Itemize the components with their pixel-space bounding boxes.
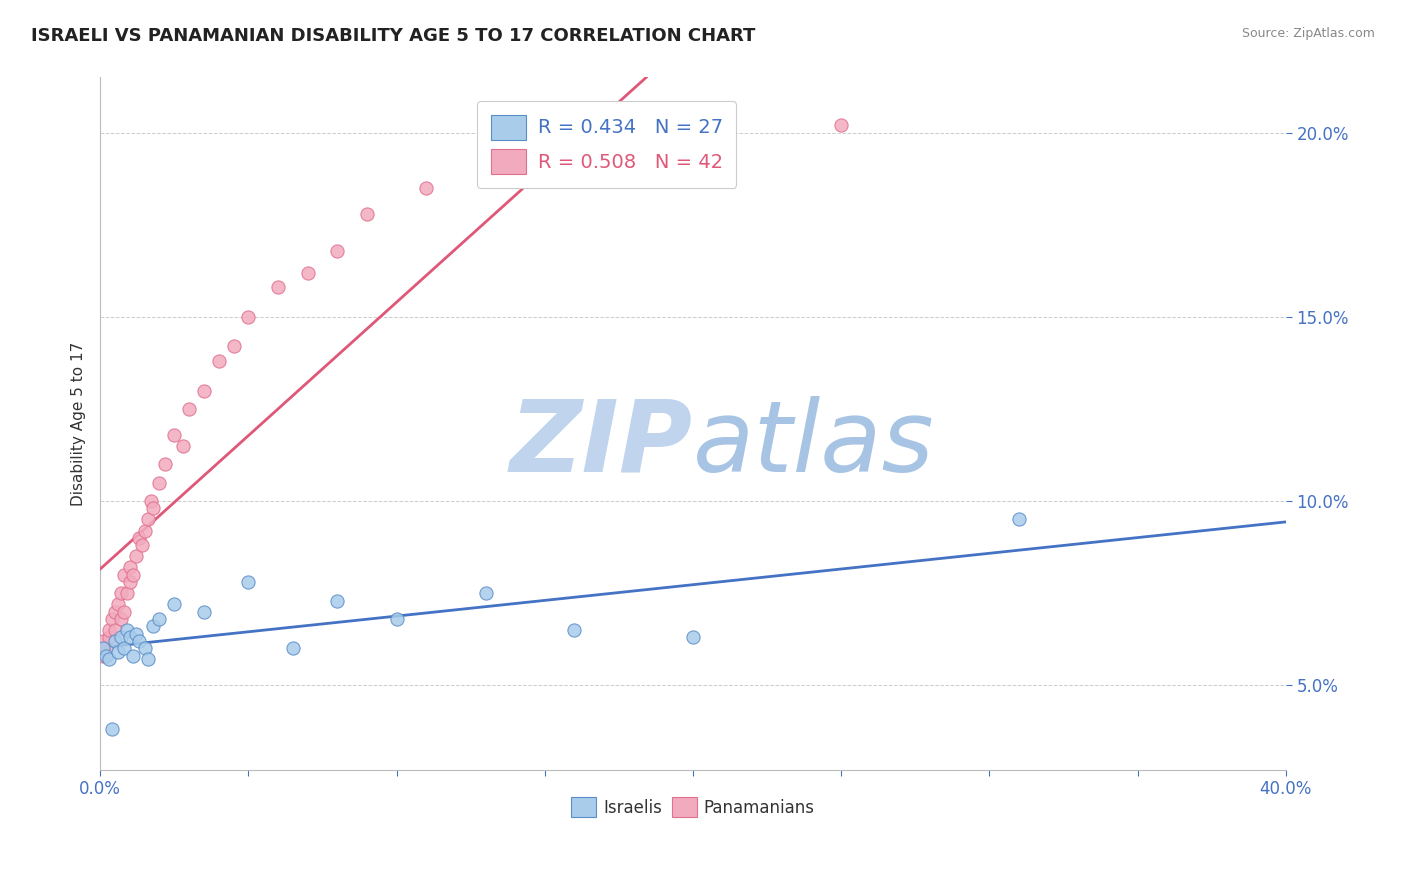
Point (415, 181, 437, 195)
Point (107, 597, 129, 611)
Point (267, 280, 290, 294)
Point (564, 623, 586, 637)
Point (101, 612, 124, 626)
Point (104, 623, 127, 637)
Point (830, 119, 852, 133)
Point (1008, 512, 1031, 526)
Point (193, 605, 215, 619)
Point (474, 586, 496, 600)
Point (682, 631, 704, 645)
Text: ZIP: ZIP (510, 396, 693, 493)
Point (118, 631, 141, 645)
Legend: Israelis, Panamanians: Israelis, Panamanians (565, 790, 821, 824)
Point (139, 494, 162, 508)
Point (142, 619, 165, 633)
Point (163, 597, 186, 611)
Point (193, 384, 215, 398)
Point (118, 560, 141, 574)
Point (136, 652, 159, 666)
Point (238, 575, 260, 590)
Point (101, 723, 124, 737)
Point (172, 439, 194, 453)
Text: atlas: atlas (693, 396, 935, 493)
Point (222, 339, 245, 353)
Point (128, 634, 150, 648)
Point (142, 501, 165, 516)
Point (104, 605, 127, 619)
Point (297, 266, 319, 280)
Point (385, 612, 408, 626)
Point (356, 207, 378, 221)
Point (131, 538, 153, 552)
Point (115, 586, 138, 600)
Point (107, 645, 129, 659)
Point (474, 162, 496, 177)
Point (112, 567, 135, 582)
Point (136, 512, 159, 526)
Y-axis label: Disability Age 5 to 17: Disability Age 5 to 17 (72, 342, 86, 506)
Point (94, 648, 117, 663)
Point (128, 531, 150, 545)
Point (155, 457, 177, 471)
Point (134, 641, 156, 656)
Point (110, 586, 132, 600)
Point (148, 475, 170, 490)
Point (104, 634, 127, 648)
Point (326, 593, 349, 607)
Point (98, 652, 121, 666)
Point (564, 126, 586, 140)
Point (326, 244, 349, 258)
Point (281, 641, 304, 656)
Point (98, 623, 121, 637)
Point (163, 427, 186, 442)
Point (91, 634, 114, 648)
Point (115, 623, 138, 637)
Point (177, 402, 200, 417)
Point (682, 107, 704, 121)
Point (112, 605, 135, 619)
Point (98, 631, 121, 645)
Text: ISRAELI VS PANAMANIAN DISABILITY AGE 5 TO 17 CORRELATION CHART: ISRAELI VS PANAMANIAN DISABILITY AGE 5 T… (31, 27, 755, 45)
Point (110, 612, 132, 626)
Point (118, 575, 141, 590)
Point (112, 641, 135, 656)
Point (94, 641, 117, 656)
Point (148, 612, 170, 626)
Point (91, 641, 114, 656)
Text: Source: ZipAtlas.com: Source: ZipAtlas.com (1241, 27, 1375, 40)
Point (125, 549, 148, 564)
Point (208, 354, 231, 368)
Point (110, 631, 132, 645)
Point (125, 626, 148, 640)
Point (134, 524, 156, 538)
Point (121, 567, 143, 582)
Point (238, 310, 260, 324)
Point (91, 648, 114, 663)
Point (121, 648, 143, 663)
